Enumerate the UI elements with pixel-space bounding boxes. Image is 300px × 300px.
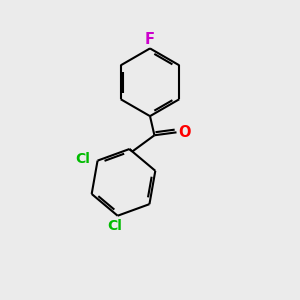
Text: Cl: Cl	[75, 152, 90, 166]
Text: F: F	[145, 32, 155, 47]
Text: Cl: Cl	[107, 219, 122, 233]
Text: O: O	[178, 125, 191, 140]
